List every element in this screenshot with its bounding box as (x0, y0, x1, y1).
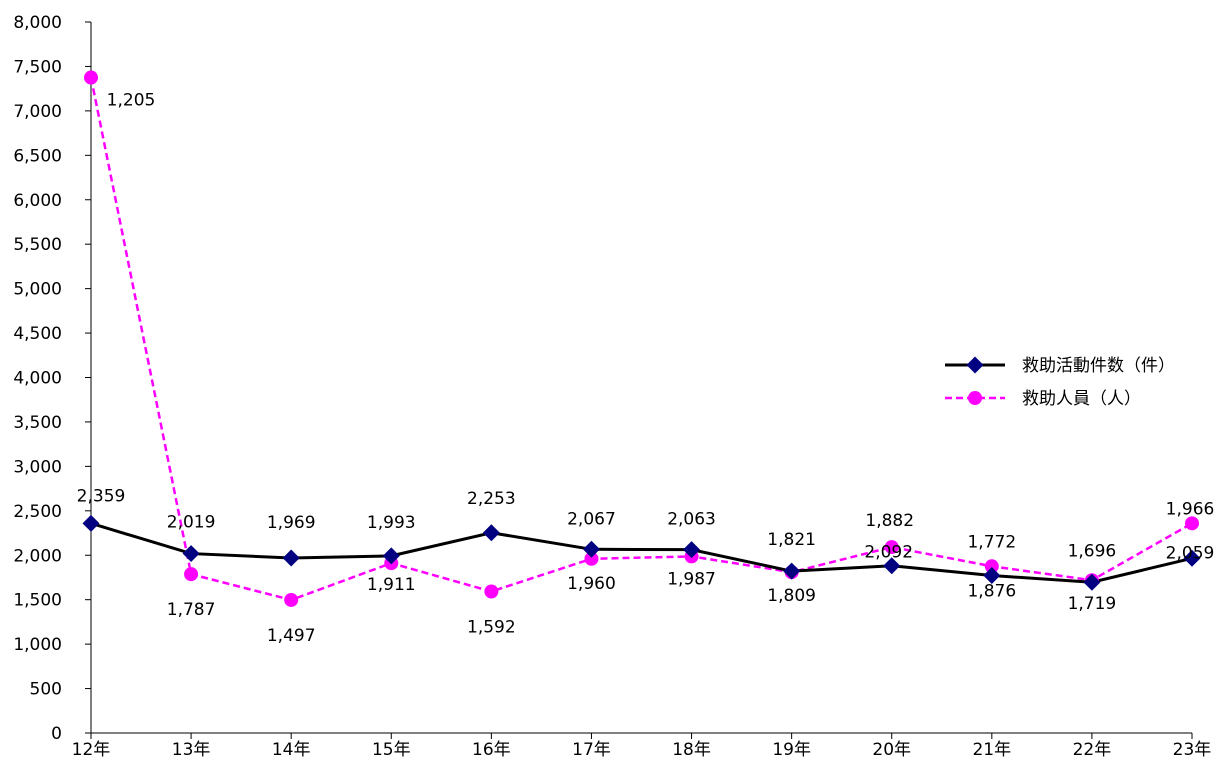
series-1-point (482, 524, 500, 542)
series-1-data-label: 2,092 (864, 543, 913, 563)
series-line-1 (90, 521, 1193, 584)
series-1-data-label: 2,067 (567, 509, 616, 529)
legend-label-series-1: 救助活動件数（件） (1022, 356, 1175, 376)
series-markers (82, 70, 1201, 607)
series-2-point (884, 540, 899, 555)
chart-axes (85, 21, 1193, 739)
legend-marker-series-2 (968, 391, 982, 405)
series-1-data-label: 1,696 (1068, 541, 1117, 561)
series-2-point (184, 567, 199, 582)
y-tick-label: 6,500 (13, 146, 62, 166)
y-tick-label: 8,000 (13, 13, 62, 33)
x-tick-label: 17年 (572, 740, 611, 760)
y-tick-label: 4,500 (13, 324, 62, 344)
data-labels: 2,359 2,019 1,969 1,993 2,253 2,067 2,063 1,821… (77, 91, 1215, 646)
y-tick-label: 0 (51, 724, 62, 744)
series-2-data-label: 1,911 (367, 575, 416, 595)
series-1-point (582, 540, 600, 558)
legend: 救助活動件数（件） 救助人員（人） (945, 356, 1175, 409)
series-2-data-label: 1,719 (1068, 594, 1117, 614)
x-tick-label: 15年 (372, 740, 411, 760)
series-1-data-label: 1,821 (767, 530, 816, 550)
series-1-point (783, 562, 801, 580)
series-2-point (284, 592, 299, 607)
y-tick-label: 2,500 (13, 502, 62, 522)
y-tick-label: 2,000 (13, 546, 62, 566)
series-1-point (82, 514, 100, 532)
series-1-point (683, 541, 701, 559)
series-1-point (382, 547, 400, 565)
x-tick-label: 19年 (772, 740, 811, 760)
series-1-point (1083, 573, 1101, 591)
series-1-point (282, 549, 300, 567)
y-tick-label: 3,500 (13, 413, 62, 433)
series-2-data-label: 1,205 (107, 91, 156, 111)
series-1-data-label: 2,059 (1166, 543, 1215, 563)
y-tick-label: 5,500 (13, 235, 62, 255)
y-tick-label: 3,000 (13, 457, 62, 477)
y-tick-label: 1,000 (13, 635, 62, 655)
series-2-point (484, 584, 499, 599)
x-tick-label: 18年 (672, 740, 711, 760)
series-2-data-label: 1,987 (667, 569, 716, 589)
y-tick-label: 5,000 (13, 280, 62, 300)
series-line-2 (89, 77, 1193, 602)
series-1-data-label: 2,253 (467, 489, 516, 509)
y-axis-tick-labels: 0 500 1,000 1,500 2,000 2,500 3,000 3,500 4,000 4… (13, 13, 62, 744)
x-tick-label: 13年 (172, 740, 211, 760)
series-2-point (1185, 516, 1199, 531)
x-axis-tick-labels: 12年 13年 14年 15年 16年 17年 18年 19年 20年 21年 22年 23年 (72, 740, 1212, 760)
series-2-point (984, 559, 999, 574)
x-tick-label: 22年 (1073, 740, 1112, 760)
y-tick-label: 7,500 (13, 57, 62, 77)
x-tick-label: 23年 (1173, 740, 1212, 760)
x-tick-label: 16年 (472, 740, 511, 760)
series-2-data-label: 1,960 (567, 574, 616, 594)
series-2-point (584, 551, 599, 566)
x-tick-label: 20年 (872, 740, 911, 760)
y-tick-label: 7,000 (13, 102, 62, 122)
legend-marker-series-1 (966, 356, 984, 374)
series-2-data-label: 1,592 (467, 618, 516, 638)
series-2-data-label: 1,966 (1166, 499, 1215, 519)
series-1-data-label: 2,019 (167, 513, 216, 533)
series-1-point (883, 557, 901, 575)
series-2-point (84, 70, 98, 85)
x-tick-label: 14年 (272, 740, 311, 760)
series-1-data-label: 2,063 (667, 510, 716, 530)
series-1-data-label: 1,993 (367, 513, 416, 533)
series-2-data-label: 1,497 (267, 626, 316, 646)
series-2-data-label: 1,876 (967, 581, 1016, 601)
series-1-point (1183, 549, 1201, 567)
series-2-data-label: 1,787 (167, 600, 216, 620)
series-lines (89, 77, 1193, 602)
y-tick-label: 500 (30, 680, 62, 700)
x-tick-label: 12年 (72, 740, 111, 760)
x-tick-label: 21年 (972, 740, 1011, 760)
series-1-data-label: 2,359 (77, 486, 126, 506)
series-1-point (182, 545, 200, 563)
series-1-data-label: 1,772 (967, 533, 1016, 553)
series-1-point (983, 567, 1001, 584)
series-2-data-label: 1,882 (865, 511, 914, 531)
y-tick-label: 6,000 (13, 191, 62, 211)
series-2-data-label: 1,809 (767, 586, 816, 606)
y-tick-label: 1,500 (13, 591, 62, 611)
legend-label-series-2: 救助人員（人） (1022, 389, 1141, 409)
y-tick-label: 4,000 (13, 369, 62, 389)
series-1-data-label: 1,969 (267, 513, 316, 533)
